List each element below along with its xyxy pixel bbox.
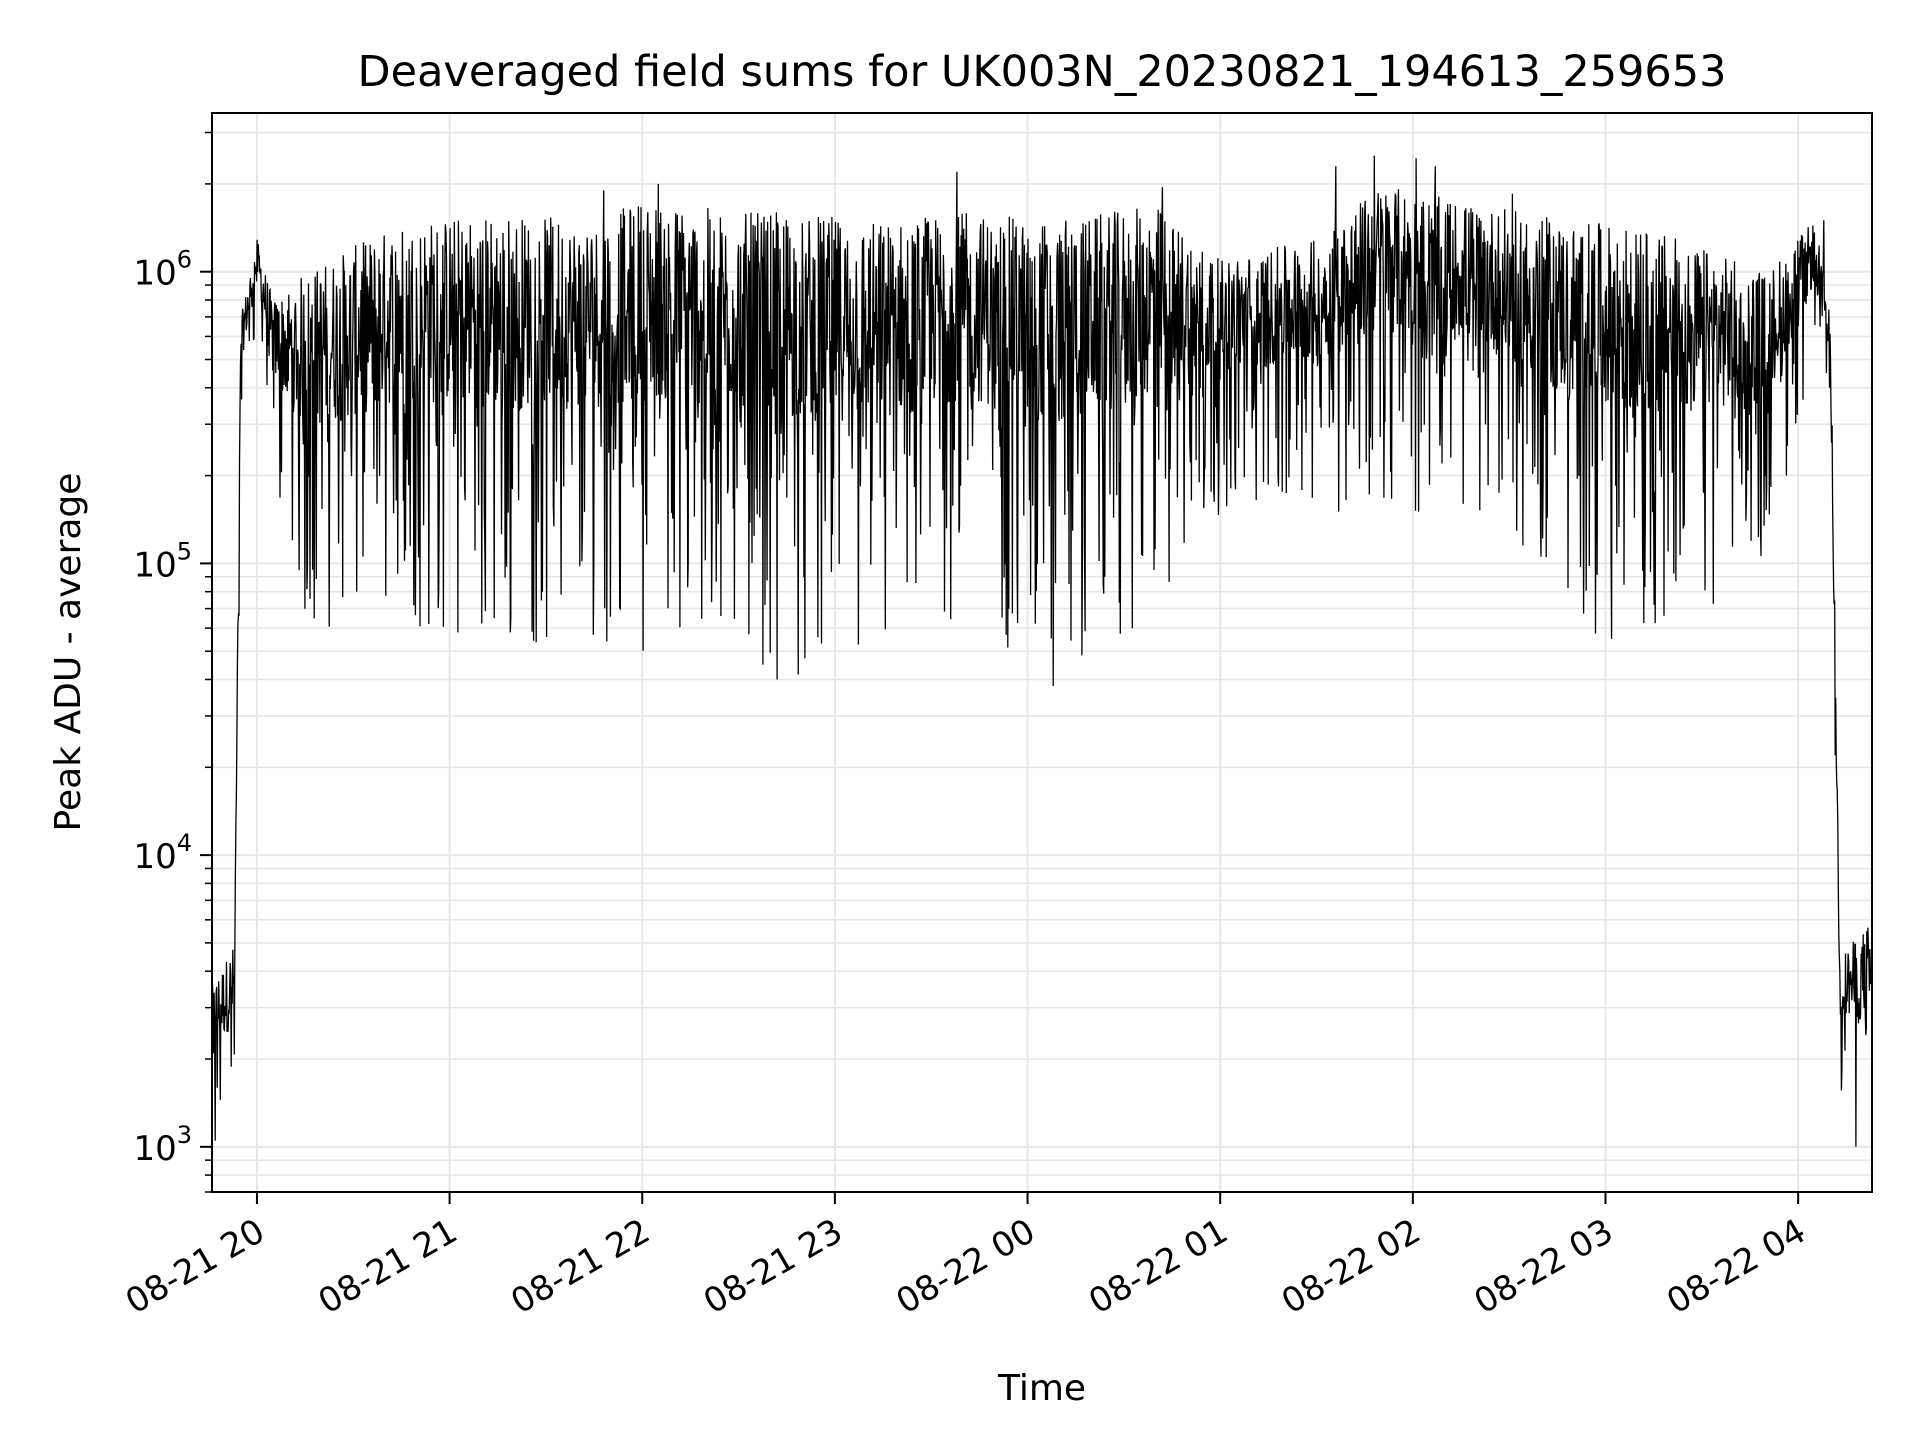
y-axis-label: Peak ADU - average [48, 473, 89, 832]
y-tick-label: 104 [133, 829, 192, 877]
series-line [212, 155, 1872, 1147]
y-tick-label: 103 [133, 1121, 192, 1169]
data-series [212, 155, 1872, 1147]
plot-frame [211, 112, 1873, 1193]
y-tick-label: 106 [133, 246, 192, 294]
chart-title: Deaveraged field sums for UK003N_2023082… [358, 47, 1727, 97]
x-axis-label: Time [997, 1368, 1086, 1409]
y-tick-label: 105 [133, 537, 192, 585]
